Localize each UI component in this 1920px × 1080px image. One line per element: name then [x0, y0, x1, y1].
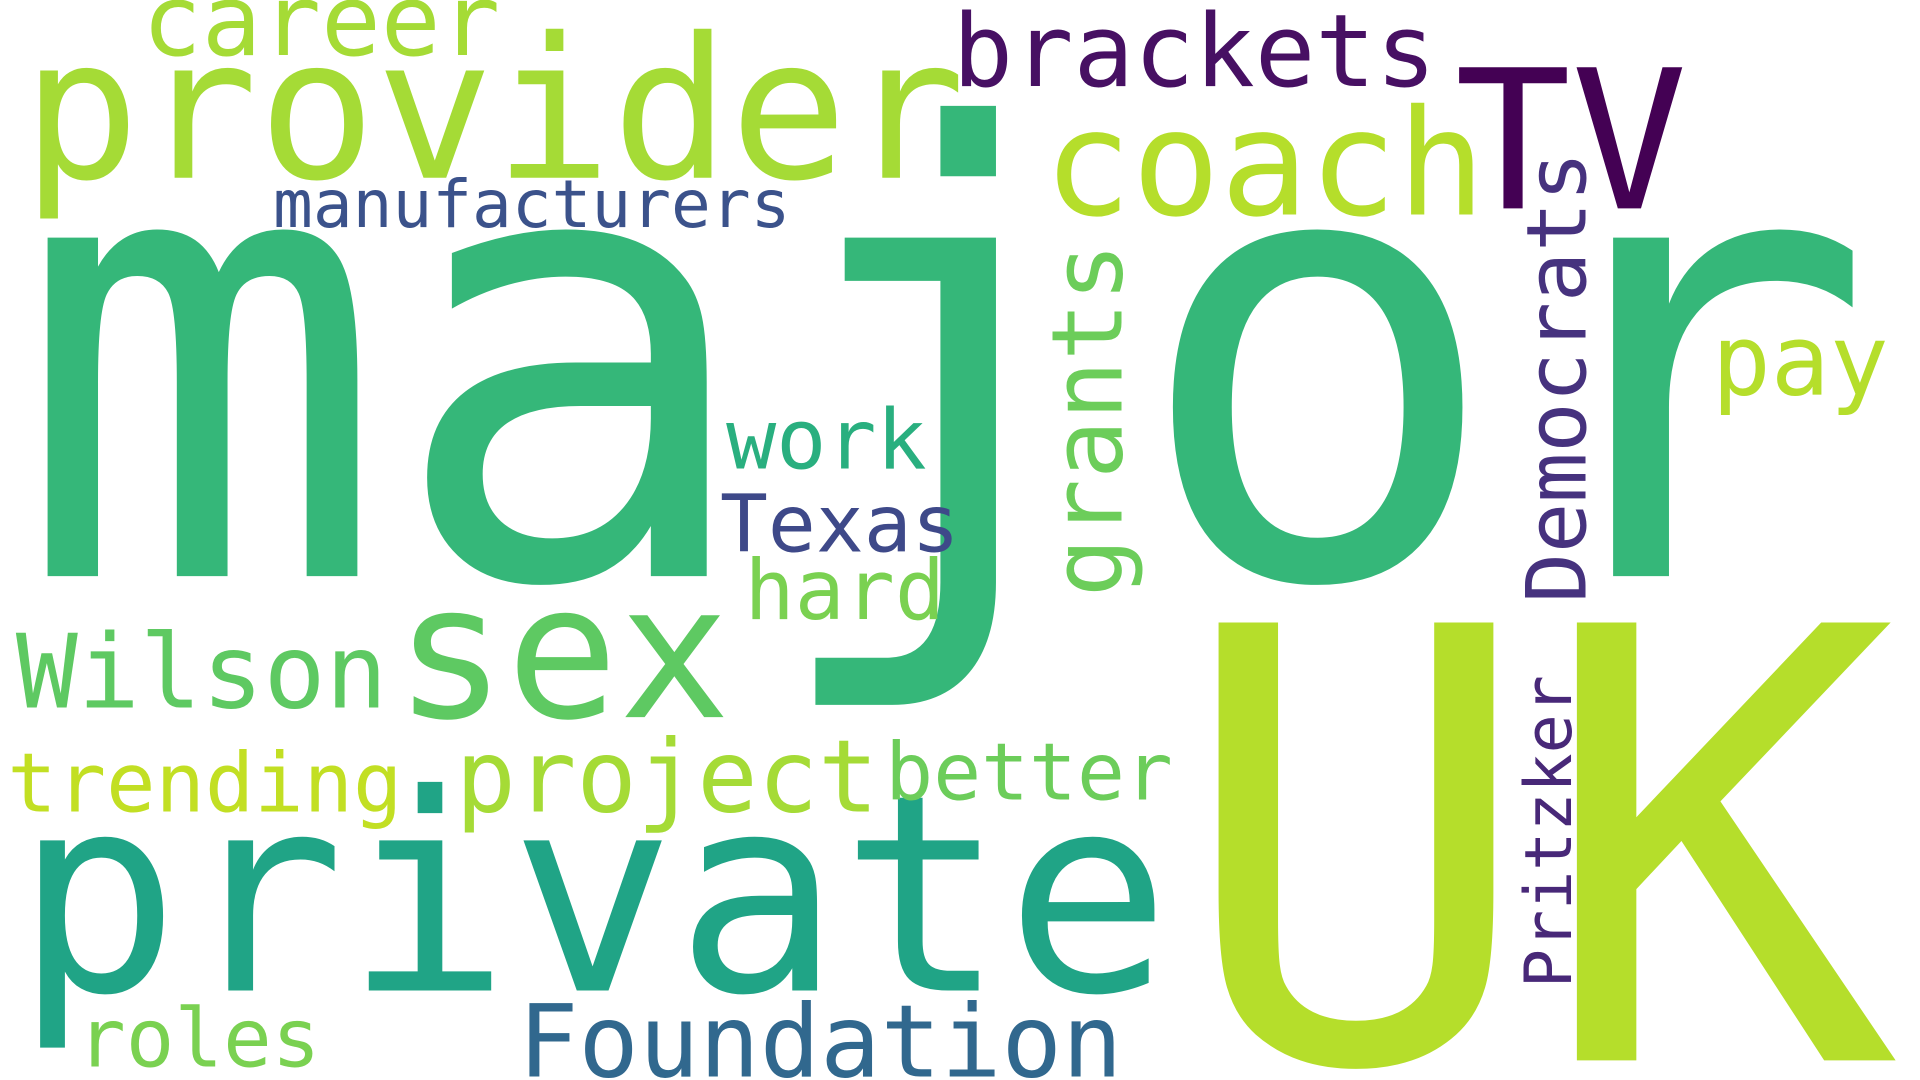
word: provider	[22, 0, 966, 225]
word: grants	[1032, 243, 1146, 597]
word: UK	[1176, 503, 1903, 1080]
word: brackets	[953, 0, 1437, 110]
word: manufacturers	[273, 166, 790, 243]
word: trending	[7, 736, 402, 831]
word: Foundation	[518, 983, 1122, 1080]
word: major	[15, 2, 1876, 722]
word: Texas	[720, 478, 960, 571]
word: pay	[1712, 305, 1889, 419]
word: Wilson	[16, 612, 388, 732]
word: coach	[1043, 78, 1485, 249]
word: work	[726, 391, 926, 488]
word: better	[885, 725, 1172, 818]
word: hard	[744, 542, 944, 639]
word: roles	[77, 992, 320, 1080]
word: Democrats	[1509, 152, 1606, 604]
word: career	[142, 0, 500, 79]
word: project	[456, 718, 879, 835]
word: Pritzker	[1512, 675, 1587, 988]
word: private	[15, 735, 1171, 1055]
word: TV	[1455, 28, 1688, 254]
word: sex	[394, 544, 730, 761]
